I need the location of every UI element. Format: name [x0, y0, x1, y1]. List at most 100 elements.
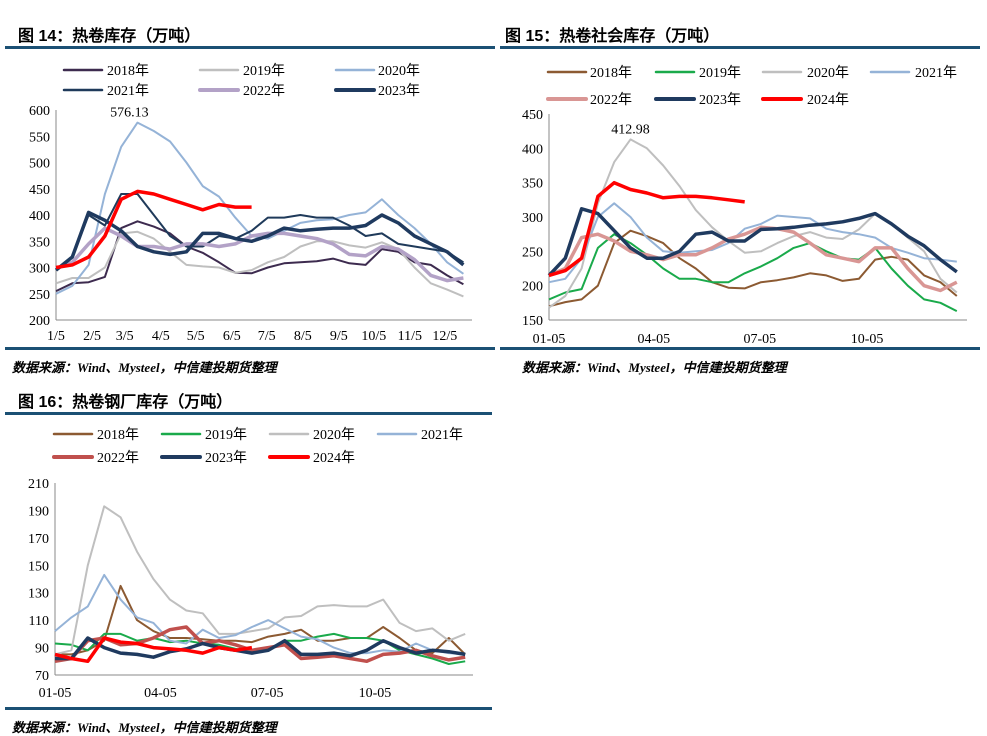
x-tick-label: 04-05 — [144, 686, 177, 701]
legend-item: 2018年 — [546, 65, 632, 81]
legend-item: 2019年 — [198, 63, 285, 79]
legend-label: 2018年 — [107, 63, 149, 79]
figure-14-title: 图 14：热卷库存（万吨） — [18, 28, 201, 45]
x-tick-label: 9/5 — [330, 329, 348, 344]
legend-label: 2022年 — [97, 450, 139, 466]
legend-label: 2019年 — [243, 63, 285, 79]
y-tick-label: 350 — [522, 177, 543, 192]
legend-label: 2024年 — [313, 450, 355, 466]
x-tick-label: 12/5 — [432, 329, 457, 344]
legend-label: 2023年 — [205, 450, 247, 466]
y-tick-label: 350 — [29, 235, 50, 250]
legend-item: 2020年 — [761, 65, 849, 81]
figure-15-top-rule — [500, 46, 980, 49]
legend-label: 2021年 — [421, 427, 463, 443]
y-tick-label: 70 — [35, 669, 49, 684]
y-tick-label: 400 — [29, 209, 50, 224]
figure-14-top-rule — [5, 46, 495, 49]
y-tick-label: 300 — [522, 211, 543, 226]
y-tick-label: 110 — [29, 614, 49, 629]
series-line-2024年 — [548, 180, 745, 278]
series-line-2022年 — [54, 625, 466, 664]
figure-14-bottom-rule — [5, 347, 495, 350]
x-tick-label: 11/5 — [398, 329, 422, 344]
series-line-unlabeled — [55, 189, 252, 270]
x-tick-label: 6/5 — [223, 329, 241, 344]
series-line-2020年 — [54, 505, 466, 656]
y-tick-label: 300 — [29, 262, 50, 277]
legend-label: 2020年 — [378, 63, 420, 79]
legend-item: 2022年 — [546, 92, 632, 108]
y-tick-label: 210 — [28, 477, 49, 492]
legend-item: 2023年 — [654, 92, 741, 108]
series-line-2018年 — [55, 584, 466, 656]
figure-15-title: 图 15：热卷社会库存（万吨） — [505, 28, 720, 45]
x-tick-label: 1/5 — [47, 329, 65, 344]
legend-item: 2021年 — [62, 83, 149, 99]
y-tick-label: 150 — [28, 559, 49, 574]
legend-item: 2022年 — [198, 83, 285, 99]
y-tick-label: 90 — [35, 642, 49, 657]
y-tick-label: 550 — [29, 130, 50, 145]
series-line-2022年 — [548, 225, 958, 293]
series-line-2023年 — [54, 210, 465, 272]
figure-15-source: 数据来源：Wind、Mysteel，中信建投期货整理 — [522, 360, 787, 375]
chart-2: 150 200 250 300 350 400 450 01-05 04-05 07-05 10-0… — [522, 65, 967, 347]
y-tick-label: 250 — [522, 245, 543, 260]
x-tick-label: 07-05 — [744, 332, 777, 347]
legend-label: 2019年 — [699, 65, 741, 81]
figure-16-top-rule — [5, 412, 492, 415]
figure-14-source: 数据来源：Wind、Mysteel，中信建投期货整理 — [12, 360, 277, 375]
legend-label: 2020年 — [807, 65, 849, 81]
y-tick-label: 500 — [29, 157, 50, 172]
x-tick-label: 01-05 — [39, 686, 72, 701]
x-tick-label: 5/5 — [187, 329, 205, 344]
legend-label: 2020年 — [313, 427, 355, 443]
x-tick-label: 2/5 — [83, 329, 101, 344]
y-tick-label: 400 — [522, 142, 543, 157]
legend-label: 2018年 — [97, 427, 139, 443]
y-tick-label: 170 — [28, 532, 49, 547]
figure-16-title: 图 16：热卷钢厂库存（万吨） — [18, 394, 233, 411]
legend-item: 2019年 — [654, 65, 741, 81]
legend-label: 2023年 — [378, 83, 420, 99]
chart-3: 70 90 110 130 150 170 190 210 01-05 04-05 07-05 10-… — [28, 427, 473, 701]
y-tick-label: 150 — [522, 314, 543, 329]
legend-label: 2021年 — [915, 65, 957, 81]
legend-item: 2018年 — [52, 427, 139, 443]
x-tick-label: 01-05 — [533, 332, 566, 347]
legend-item: 2021年 — [869, 65, 957, 81]
y-tick-label: 450 — [29, 183, 50, 198]
y-tick-label: 200 — [29, 314, 50, 329]
x-tick-label: 10/5 — [361, 329, 386, 344]
series-line-2019年 — [55, 230, 464, 298]
series-line-2022年 — [55, 226, 464, 283]
x-tick-label: 10-05 — [851, 332, 884, 347]
y-tick-label: 250 — [29, 288, 50, 303]
legend-label: 2018年 — [590, 65, 632, 81]
series-line-2023年 — [547, 207, 958, 277]
legend-label: 2021年 — [107, 83, 149, 99]
x-tick-label: 8/5 — [294, 329, 312, 344]
figure-16-bottom-rule — [5, 707, 492, 710]
y-tick-label: 200 — [522, 280, 543, 295]
x-tick-label: 07-05 — [251, 686, 284, 701]
y-tick-label: 450 — [522, 108, 543, 123]
series-line-2021年 — [54, 573, 466, 656]
figure-15-bottom-rule — [500, 347, 980, 350]
peak-annotation: 412.98 — [611, 122, 650, 137]
legend-item: 2023年 — [160, 450, 247, 466]
series-line-2021年 — [55, 193, 464, 271]
x-tick-label: 10-05 — [359, 686, 392, 701]
legend-label: 2023年 — [699, 92, 741, 108]
x-tick-label: 04-05 — [638, 332, 671, 347]
legend-item: 2024年 — [761, 92, 849, 108]
x-tick-label: 7/5 — [258, 329, 276, 344]
series-line-2024年 — [54, 636, 253, 664]
x-tick-label: 4/5 — [152, 329, 170, 344]
peak-annotation: 576.13 — [110, 106, 149, 121]
figure-16-source: 数据来源：Wind、Mysteel，中信建投期货整理 — [12, 720, 277, 735]
series-line-2019年 — [548, 233, 958, 312]
legend-item: 2021年 — [376, 427, 463, 443]
legend-item: 2020年 — [268, 427, 355, 443]
